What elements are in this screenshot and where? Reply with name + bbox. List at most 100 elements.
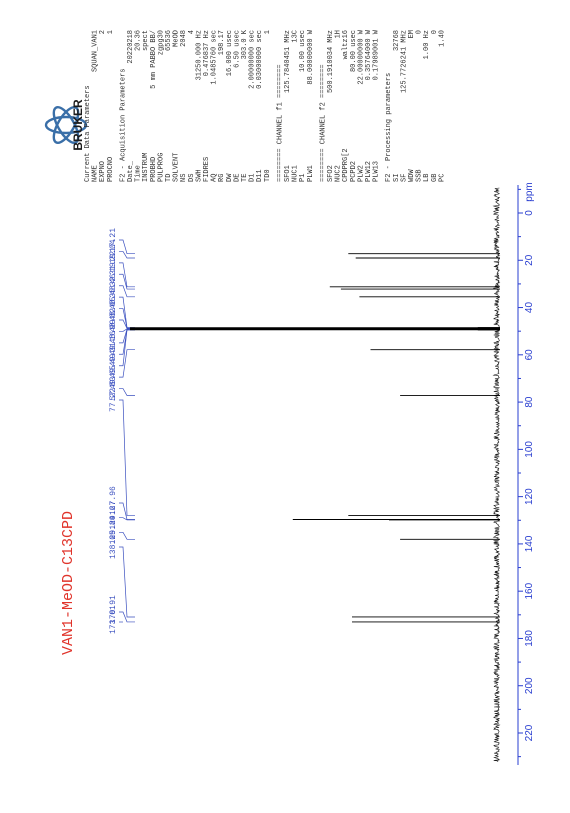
param-value: 500.1910034 MHz	[327, 30, 335, 93]
param-label: NUC1	[292, 165, 300, 182]
peak-layer	[130, 253, 500, 623]
peak-label: 49.65	[109, 365, 118, 389]
param-value: 1	[264, 30, 272, 34]
param-label: F2 - Acquisition Parameters	[119, 69, 127, 182]
peak-label-block: 17.2119.0431.2232.1935.4648.4848.6548.82…	[109, 228, 135, 634]
param-value: 6.50 usec	[233, 30, 241, 68]
param-value: 31250.000 Hz	[195, 30, 203, 80]
peak-leader	[119, 502, 135, 520]
peak-label: 35.46	[109, 274, 118, 298]
peak-leader	[119, 239, 135, 255]
param-value: 4	[188, 30, 196, 34]
param-value: 80.00 usec	[350, 30, 358, 72]
peak-leader	[119, 517, 135, 521]
peak-leader	[119, 546, 135, 618]
peak-label: 19.04	[109, 239, 118, 263]
peak-label: 48.48	[109, 285, 118, 309]
param-label: FIDRES	[203, 157, 211, 182]
peak-leader	[119, 273, 135, 290]
param-label: CPDPRG[2	[342, 148, 350, 182]
param-value: EM	[408, 30, 416, 38]
param-value: 32768	[393, 30, 401, 51]
peak-label: 49.49	[109, 354, 118, 378]
param-value: 0.17989001 W	[373, 29, 381, 80]
param-label: PC	[438, 174, 446, 182]
axis-tick-label: 20	[524, 254, 535, 266]
param-label: PROBHD	[150, 157, 158, 182]
axis-tick-label: 220	[524, 724, 535, 741]
peak-label: 138.05	[109, 530, 118, 559]
param-label: DW	[226, 173, 234, 182]
peak-leader	[119, 285, 135, 298]
param-value: 0.476837 Hz	[203, 30, 211, 76]
param-label: PCPD2	[350, 161, 358, 182]
peak-label: 129.84	[109, 515, 118, 544]
bruker-logo-text: BRUKER	[71, 99, 85, 151]
param-label: SSB	[416, 169, 424, 182]
spectrum-title: VAN1-MeOD-C13CPD	[60, 511, 77, 655]
peak-leader	[119, 262, 135, 288]
param-label: NUC2	[335, 165, 343, 182]
param-value: 2.00000000 sec	[249, 30, 257, 89]
param-value: 2048	[180, 30, 188, 47]
param-value: 10.00 usec	[299, 30, 307, 72]
peak-label: 127.96	[109, 486, 118, 515]
param-label: PROCNO	[107, 157, 115, 182]
param-label: F2 - Processing parameters	[385, 73, 393, 182]
param-label: PLW2	[357, 165, 365, 182]
param-value: 65536	[165, 30, 173, 51]
axis-tick-label: 140	[524, 535, 535, 552]
param-value: 2	[99, 30, 107, 34]
param-label: AQ	[211, 174, 219, 182]
bruker-logo: BRUKER	[44, 99, 88, 151]
axis-tick-label: 200	[524, 677, 535, 694]
param-label: SOLVENT	[173, 153, 181, 182]
axis-tick-label: 0	[524, 210, 535, 216]
param-value: 0	[431, 30, 439, 34]
peak-leader	[119, 296, 135, 328]
peak-label: 17.21	[109, 228, 118, 252]
param-value: 1.40	[438, 30, 446, 47]
param-label: SI	[393, 174, 401, 182]
peak-leader	[119, 611, 135, 623]
peak-leader	[119, 531, 135, 540]
param-value: 0.03000000 sec	[256, 30, 264, 89]
peak-label: 170.91	[109, 595, 118, 624]
param-label: SWH	[195, 169, 203, 182]
param-value: 1.00 Hz	[423, 30, 431, 59]
axis-tick-label: 40	[524, 302, 535, 314]
param-label: INSTRUM	[142, 153, 150, 182]
param-label: Date_	[127, 160, 135, 182]
param-label: ======== CHANNEL f1 ========	[276, 64, 284, 182]
param-value: 198.17	[218, 30, 226, 55]
param-value: waltz16	[342, 30, 350, 59]
param-label: WDW	[408, 169, 416, 182]
param-value: 1H	[335, 30, 343, 38]
param-label: RG	[218, 174, 226, 182]
param-value: 0	[416, 30, 424, 34]
param-value: SQUAN_VAN1	[92, 30, 100, 72]
peak-label: 77.22	[109, 388, 118, 412]
param-value: 303.0 K	[241, 29, 249, 59]
param-label: PLW12	[365, 161, 373, 182]
param-label: GB	[431, 174, 439, 182]
param-value: spect	[142, 30, 150, 51]
param-label: ======== CHANNEL f2 ========	[319, 64, 327, 182]
param-label: D1	[249, 174, 257, 182]
param-label: DS	[188, 174, 196, 182]
param-value: 13C	[292, 30, 300, 43]
peak-label: 48.65	[109, 296, 118, 320]
param-label: D11	[256, 169, 264, 182]
param-value: 5 mm PABBO BB/	[150, 30, 158, 89]
param-value: 125.7726241 MHz	[400, 30, 408, 93]
param-label: NAME	[92, 165, 100, 182]
param-label: P1	[299, 174, 307, 182]
axis-tick-label: 80	[524, 396, 535, 408]
param-label: EXPNO	[99, 161, 107, 182]
peak-label: 48.99	[109, 319, 118, 343]
peak-label: 49.31	[109, 342, 118, 366]
param-label: SF	[400, 174, 408, 182]
param-label: SFO1	[284, 165, 292, 182]
param-label: PULPROG	[157, 153, 165, 182]
param-value: 1.0485760 sec	[211, 30, 219, 85]
